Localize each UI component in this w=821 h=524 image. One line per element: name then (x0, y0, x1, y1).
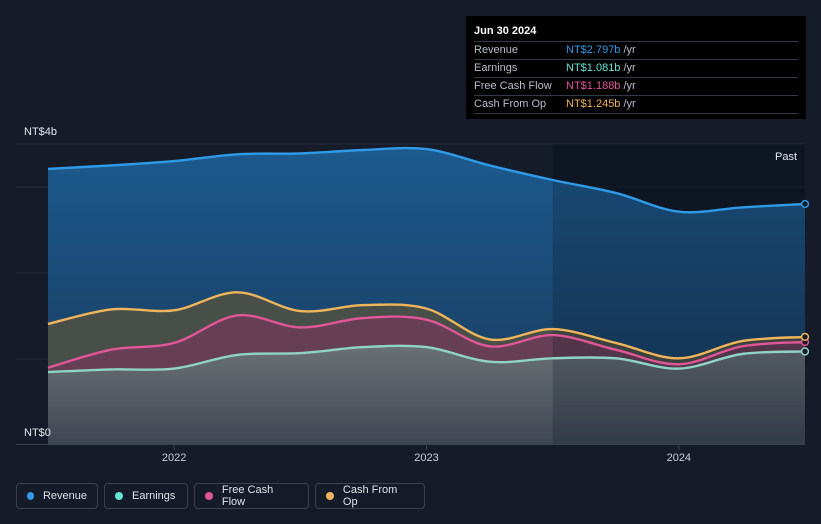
x-tick-label: 2023 (414, 452, 438, 464)
line-cash-from-op (47, 291, 806, 360)
tooltip-row-earnings: Earnings NT$1.081b /yr (474, 59, 798, 77)
tooltip: Jun 30 2024 Revenue NT$2.797b /yr Earnin… (466, 16, 806, 119)
legend-item-cash-from-op[interactable]: Cash From Op (315, 483, 425, 509)
line-free-cash-flow (47, 313, 806, 369)
free-cash-flow-dot-icon (205, 492, 213, 500)
area-earnings (48, 345, 805, 444)
tooltip-unit: /yr (623, 44, 636, 56)
legend-item-earnings[interactable]: Earnings (104, 483, 188, 509)
tooltip-unit: /yr (623, 98, 636, 110)
legend: Revenue Earnings Free Cash Flow Cash Fro… (16, 483, 425, 509)
tooltip-unit: /yr (623, 62, 636, 74)
tooltip-value: NT$2.797b (566, 44, 621, 56)
y-axis-bottom-label: NT$0 (24, 427, 51, 439)
end-markers (800, 199, 810, 356)
tooltip-row-free-cash-flow: Free Cash Flow NT$1.188b /yr (474, 77, 798, 95)
past-label: Past (775, 151, 797, 163)
end-point-revenue (800, 199, 810, 209)
tooltip-label: Free Cash Flow (474, 80, 552, 92)
tooltip-unit: /yr (623, 80, 636, 92)
lines (47, 146, 806, 374)
legend-label: Cash From Op (342, 484, 398, 508)
x-tick-label: 2024 (667, 452, 691, 464)
tooltip-label: Cash From Op (474, 98, 547, 110)
tooltip-date: Jun 30 2024 (474, 25, 537, 37)
tooltip-value: NT$1.081b (566, 62, 621, 74)
legend-item-revenue[interactable]: Revenue (16, 483, 98, 509)
tooltip-value: NT$1.245b (566, 98, 621, 110)
earnings-dot-icon (115, 492, 123, 500)
tooltip-label: Earnings (474, 62, 518, 74)
cash-from-op-dot-icon (326, 492, 334, 500)
end-point-cash-from-op (800, 332, 810, 342)
legend-label: Revenue (42, 490, 87, 502)
revenue-dot-icon (27, 492, 34, 500)
tooltip-label: Revenue (474, 44, 519, 56)
tooltip-value: NT$1.188b (566, 80, 621, 92)
legend-label: Earnings (132, 490, 176, 502)
x-ticks: 2022 2023 2024 (162, 444, 691, 464)
tooltip-row-cash-from-op: Cash From Op NT$1.245b /yr (474, 95, 798, 114)
x-tick-label: 2022 (162, 452, 186, 464)
y-axis-top-label: NT$4b (24, 126, 57, 138)
forecast-overlay (552, 144, 805, 444)
line-earnings (47, 344, 806, 374)
areas (48, 144, 805, 444)
line-revenue (47, 146, 806, 214)
tooltip-row-revenue: Revenue NT$2.797b /yr (474, 41, 798, 59)
end-point-earnings (800, 347, 810, 356)
legend-item-free-cash-flow[interactable]: Free Cash Flow (194, 483, 309, 509)
legend-label: Free Cash Flow (221, 484, 274, 508)
